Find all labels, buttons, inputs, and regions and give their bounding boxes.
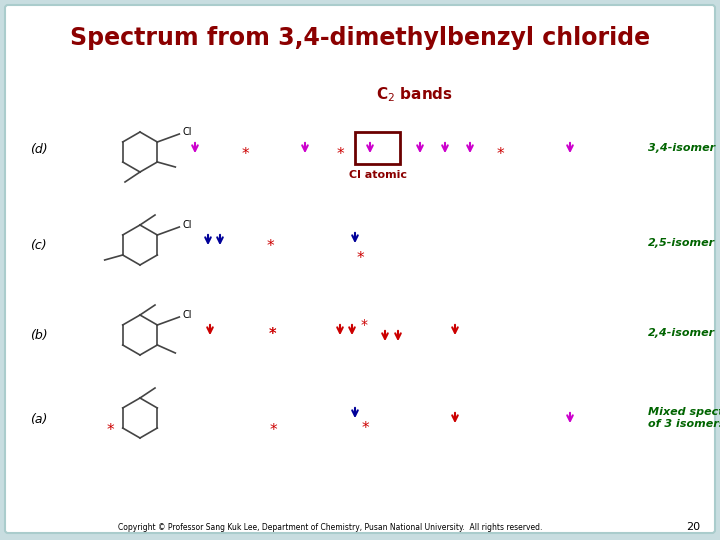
Text: Cl atomic: Cl atomic: [349, 170, 407, 180]
Text: *: *: [361, 421, 369, 435]
Text: Copyright © Professor Sang Kuk Lee, Department of Chemistry, Pusan National Univ: Copyright © Professor Sang Kuk Lee, Depa…: [118, 523, 542, 531]
Text: 2,5-isomer: 2,5-isomer: [648, 238, 715, 248]
Text: *: *: [268, 327, 276, 342]
Text: (a): (a): [30, 414, 48, 427]
Text: (c): (c): [30, 239, 47, 252]
Text: *: *: [106, 422, 114, 437]
Text: (d): (d): [30, 144, 48, 157]
Text: Spectrum from 3,4-dimethylbenzyl chloride: Spectrum from 3,4-dimethylbenzyl chlorid…: [70, 26, 650, 50]
Text: 3,4-isomer: 3,4-isomer: [648, 143, 715, 153]
Text: *: *: [269, 422, 276, 437]
Text: *: *: [361, 318, 367, 332]
Text: Cl: Cl: [182, 310, 192, 320]
Text: 20: 20: [686, 522, 700, 532]
Text: Mixed spectrum
of 3 isomers: Mixed spectrum of 3 isomers: [648, 407, 720, 429]
Bar: [355, 132, 400, 164]
FancyBboxPatch shape: [5, 5, 715, 533]
Text: Cl: Cl: [182, 127, 192, 137]
Text: *: *: [336, 147, 344, 163]
Text: *: *: [266, 239, 274, 253]
Text: *: *: [356, 251, 364, 266]
Text: *: *: [268, 327, 276, 342]
Text: *: *: [241, 147, 249, 163]
Text: Cl: Cl: [182, 220, 192, 230]
Text: 2,4-isomer: 2,4-isomer: [648, 328, 715, 338]
Text: (b): (b): [30, 328, 48, 341]
Text: *: *: [496, 147, 504, 163]
Text: C$_2$ bands: C$_2$ bands: [377, 86, 454, 104]
